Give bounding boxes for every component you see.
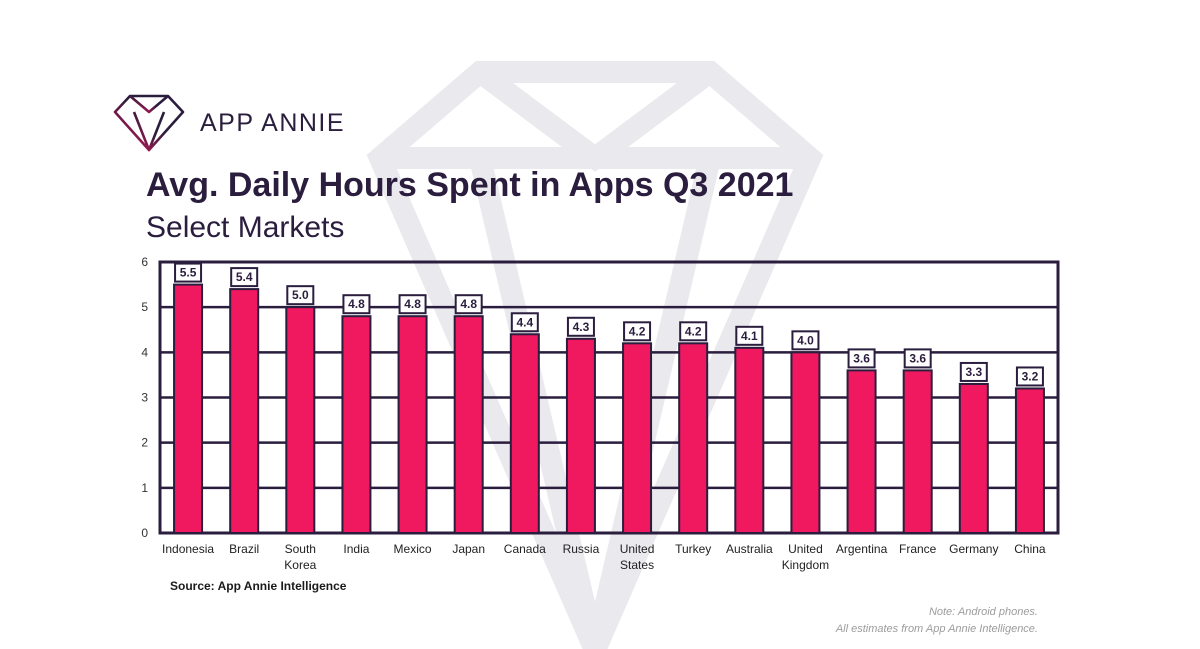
bar <box>734 346 765 535</box>
x-tick-label: Kingdom <box>782 558 829 572</box>
data-label: 5.5 <box>180 266 197 280</box>
bar <box>509 333 540 534</box>
data-label: 3.6 <box>853 351 870 365</box>
bar <box>622 342 653 534</box>
data-label: 4.8 <box>460 297 477 311</box>
data-label: 4.8 <box>348 297 365 311</box>
bar <box>678 342 709 534</box>
y-tick-label: 6 <box>141 255 148 269</box>
data-label-box <box>510 312 539 333</box>
data-label: 4.3 <box>573 320 590 334</box>
data-label: 4.2 <box>629 324 646 338</box>
app-annie-logo: APP ANNIE <box>112 92 345 154</box>
bar <box>1014 387 1045 535</box>
bar <box>173 283 204 535</box>
data-label: 3.6 <box>909 351 926 365</box>
x-tick-label: China <box>1014 542 1046 556</box>
data-label-box <box>623 321 652 342</box>
diamond-logo-icon <box>113 94 185 152</box>
bar <box>453 315 484 535</box>
source-note: Source: App Annie Intelligence <box>170 579 347 593</box>
chart-title: Avg. Daily Hours Spent in Apps Q3 2021 <box>146 166 794 204</box>
data-label: 5.4 <box>236 270 253 284</box>
bar <box>397 315 428 535</box>
x-tick-label: Indonesia <box>162 542 214 556</box>
data-label-box <box>679 321 708 342</box>
data-label-box <box>174 262 203 283</box>
x-tick-label: States <box>620 558 654 572</box>
x-tick-label: Korea <box>284 558 316 572</box>
bar <box>790 351 821 535</box>
data-label-box <box>1015 366 1044 387</box>
x-tick-label: Japan <box>452 542 485 556</box>
footnotes: Note: Android phones. All estimates from… <box>836 604 1038 638</box>
bar <box>285 306 316 534</box>
data-label: 4.2 <box>685 324 702 338</box>
bar <box>846 369 877 534</box>
x-tick-label: Turkey <box>675 542 711 556</box>
bar <box>341 315 372 535</box>
data-label-box <box>735 325 764 346</box>
y-tick-label: 0 <box>141 526 148 540</box>
data-label-box <box>959 361 988 382</box>
brand-name: APP ANNIE <box>200 108 346 137</box>
y-tick-label: 2 <box>141 436 148 450</box>
data-label-box <box>791 330 820 351</box>
data-label: 5.0 <box>292 288 309 302</box>
y-tick-label: 1 <box>141 481 148 495</box>
data-label: 3.2 <box>1022 369 1039 383</box>
chart-subtitle: Select Markets <box>146 211 345 244</box>
x-tick-label: Canada <box>504 542 546 556</box>
x-tick-label: Russia <box>563 542 600 556</box>
y-tick-label: 5 <box>141 300 148 314</box>
data-label: 4.1 <box>741 329 758 343</box>
x-tick-label: Brazil <box>229 542 259 556</box>
x-tick-label: South <box>285 542 316 556</box>
plot-frame <box>158 260 1060 535</box>
bar <box>902 369 933 534</box>
data-label-box <box>286 285 315 306</box>
data-label: 4.8 <box>404 297 421 311</box>
x-tick-label: United <box>620 542 655 556</box>
bar <box>958 382 989 535</box>
data-label-box <box>342 294 371 315</box>
data-label-box <box>454 294 483 315</box>
x-tick-label: India <box>343 542 369 556</box>
y-tick-label: 4 <box>141 345 148 359</box>
data-label-box <box>903 348 932 369</box>
note-estimates: All estimates from App Annie Intelligenc… <box>835 623 1038 635</box>
x-tick-label: Australia <box>726 542 773 556</box>
x-tick-label: Mexico <box>394 542 432 556</box>
data-label-box <box>398 294 427 315</box>
data-label: 3.3 <box>965 365 982 379</box>
data-label-box <box>230 267 259 288</box>
x-tick-label: United <box>788 542 823 556</box>
data-label-box <box>847 348 876 369</box>
bar <box>229 288 260 534</box>
x-tick-label: Argentina <box>836 542 888 556</box>
x-tick-label: France <box>899 542 937 556</box>
data-label-box <box>566 316 595 337</box>
x-tick-label: Germany <box>949 542 998 556</box>
data-label: 4.4 <box>516 315 533 329</box>
note-android: Note: Android phones. <box>928 606 1038 618</box>
bar <box>565 337 596 534</box>
y-tick-label: 3 <box>141 391 148 405</box>
data-label: 4.0 <box>797 333 814 347</box>
